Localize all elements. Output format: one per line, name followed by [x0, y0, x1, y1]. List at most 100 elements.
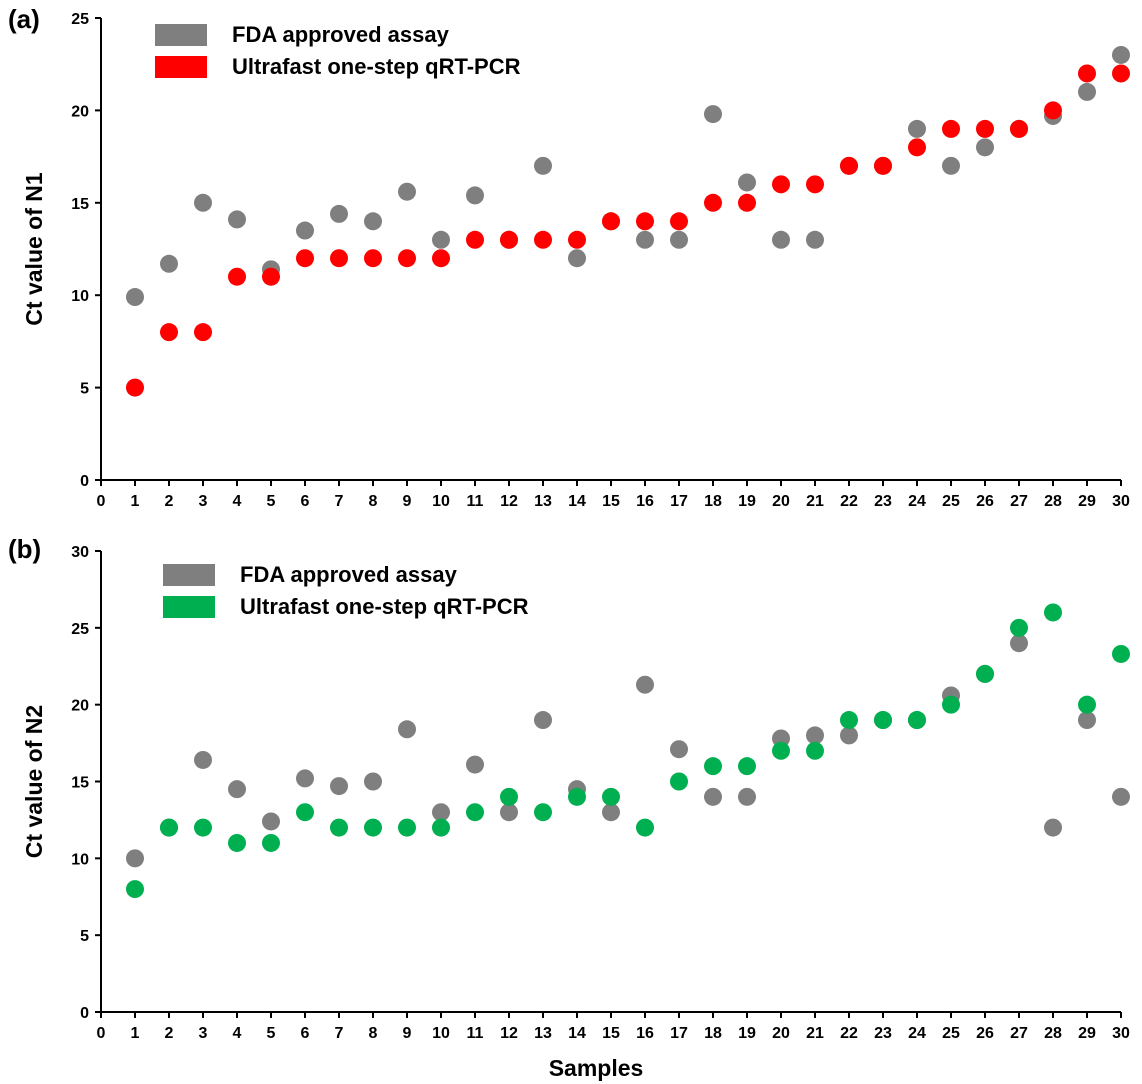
x-tick-label: 29 [1078, 493, 1096, 510]
x-tick-label: 30 [1112, 493, 1130, 510]
x-tick-label: 16 [636, 493, 654, 510]
data-point [908, 119, 926, 138]
x-tick-label: 8 [369, 1025, 378, 1042]
panel-label: (b) [8, 534, 41, 564]
data-point [194, 323, 212, 342]
x-tick-label: 3 [199, 493, 208, 510]
x-tick-label: 12 [500, 1025, 518, 1042]
data-point [568, 249, 586, 268]
y-tick-label: 0 [80, 1005, 89, 1022]
x-tick-label: 22 [840, 493, 858, 510]
data-point [296, 249, 314, 268]
data-point [1010, 119, 1028, 138]
x-tick-label: 5 [267, 1025, 276, 1042]
legend-label: Ultrafast one-step qRT-PCR [240, 594, 529, 619]
data-point [364, 212, 382, 231]
legend-label: Ultrafast one-step qRT-PCR [232, 54, 521, 79]
data-point [330, 204, 348, 223]
x-tick-label: 2 [165, 1025, 174, 1042]
data-point [160, 323, 178, 342]
x-tick-label: 7 [335, 1025, 344, 1042]
x-tick-label: 5 [267, 493, 276, 510]
y-tick-label: 25 [71, 621, 89, 638]
data-point [738, 757, 756, 776]
x-tick-label: 7 [335, 493, 344, 510]
y-tick-label: 10 [71, 851, 89, 868]
legend-label: FDA approved assay [240, 562, 458, 587]
x-tick-label: 30 [1112, 1025, 1130, 1042]
data-point [534, 803, 552, 822]
data-point [398, 720, 416, 739]
data-point [1044, 603, 1062, 622]
x-tick-label: 23 [874, 1025, 892, 1042]
data-point [806, 230, 824, 249]
x-tick-label: 14 [568, 1025, 586, 1042]
y-axis-title: Ct value of N1 [21, 172, 47, 326]
y-tick-label: 30 [71, 544, 89, 561]
data-point [398, 818, 416, 837]
data-point [500, 803, 518, 822]
data-point [466, 230, 484, 249]
data-point [1112, 644, 1130, 663]
x-tick-label: 28 [1044, 1025, 1062, 1042]
data-point [806, 726, 824, 745]
data-point [874, 156, 892, 175]
data-point [942, 156, 960, 175]
data-point [670, 230, 688, 249]
data-point [160, 254, 178, 273]
x-tick-label: 14 [568, 493, 586, 510]
data-point [296, 221, 314, 240]
data-point [262, 812, 280, 831]
legend-swatch [155, 56, 207, 78]
x-tick-label: 18 [704, 493, 722, 510]
data-point [1078, 64, 1096, 83]
y-tick-label: 10 [71, 288, 89, 305]
x-tick-label: 11 [467, 1025, 484, 1042]
data-point [126, 880, 144, 899]
data-point [908, 138, 926, 157]
x-tick-label: 22 [840, 1025, 858, 1042]
data-point [636, 230, 654, 249]
legend-swatch [163, 596, 215, 618]
y-tick-label: 5 [80, 381, 89, 398]
data-point [1112, 45, 1130, 64]
data-point [840, 156, 858, 175]
data-point [1044, 101, 1062, 120]
data-point [398, 182, 416, 201]
data-point [432, 803, 450, 822]
data-point [432, 249, 450, 268]
data-point [942, 119, 960, 138]
data-point [534, 230, 552, 249]
x-tick-label: 6 [301, 1025, 310, 1042]
x-tick-label: 19 [738, 1025, 756, 1042]
x-tick-label: 28 [1044, 493, 1062, 510]
series-0 [126, 45, 1130, 307]
data-point [568, 787, 586, 806]
data-point [772, 230, 790, 249]
x-tick-label: 21 [806, 493, 824, 510]
x-tick-label: 20 [772, 493, 790, 510]
x-tick-label: 24 [908, 1025, 926, 1042]
data-point [1010, 634, 1028, 653]
x-tick-label: 29 [1078, 1025, 1096, 1042]
data-point [194, 818, 212, 837]
x-tick-label: 9 [403, 1025, 412, 1042]
data-point [228, 267, 246, 286]
x-tick-label: 24 [908, 493, 926, 510]
data-point [976, 138, 994, 157]
data-point [432, 230, 450, 249]
x-tick-label: 1 [131, 1025, 140, 1042]
data-point [738, 173, 756, 192]
x-tick-label: 16 [636, 1025, 654, 1042]
y-tick-label: 20 [71, 103, 89, 120]
x-tick-label: 0 [97, 1025, 106, 1042]
data-point [636, 212, 654, 231]
data-point [364, 772, 382, 791]
data-point [228, 780, 246, 799]
x-tick-label: 0 [97, 493, 106, 510]
panel-label: (a) [8, 4, 40, 34]
data-point [330, 249, 348, 268]
